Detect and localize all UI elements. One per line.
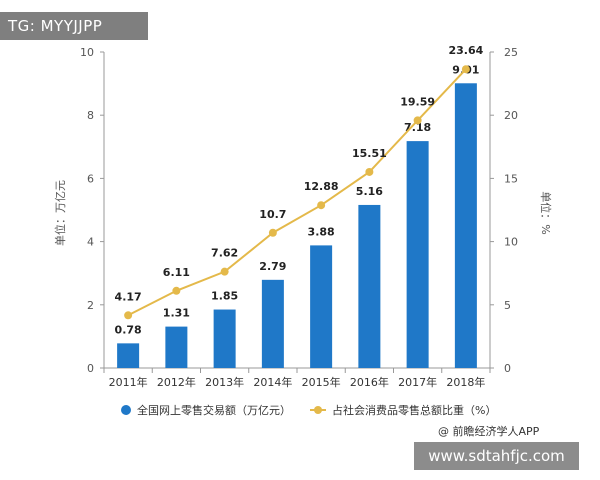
x-tick-label: 2017年 — [398, 375, 437, 389]
left-tick-label: 8 — [87, 109, 94, 122]
bar — [310, 245, 333, 368]
line-point — [317, 201, 326, 210]
line-value-label: 19.59 — [400, 95, 435, 108]
bar — [213, 309, 236, 368]
right-tick-label: 25 — [504, 46, 518, 59]
line-point — [124, 311, 133, 320]
left-tick-label: 6 — [87, 172, 94, 185]
right-y-axis-label: 单位：% — [539, 191, 553, 234]
line-value-label: 7.62 — [211, 247, 238, 260]
right-tick-label: 20 — [504, 109, 518, 122]
line-point — [172, 286, 181, 295]
bar — [261, 279, 284, 368]
left-tick-label: 2 — [87, 299, 94, 312]
line-value-label: 6.11 — [163, 266, 190, 279]
left-tick-label: 0 — [87, 362, 94, 375]
line-point — [220, 267, 229, 276]
left-y-axis-label: 单位：万亿元 — [53, 180, 67, 246]
legend-line-label: 占社会消费品零售总额比重（%） — [332, 404, 497, 417]
line-value-label: 12.88 — [304, 180, 339, 193]
right-tick-label: 15 — [504, 172, 518, 185]
legend-line-dot-marker — [314, 406, 322, 414]
line-point — [268, 228, 277, 237]
line-value-label: 23.64 — [448, 44, 483, 57]
line-point — [413, 116, 422, 125]
x-tick-label: 2013年 — [205, 375, 244, 389]
watermark-url: www.sdtahfjc.com — [414, 442, 579, 470]
line-point — [365, 167, 374, 176]
bar-value-label: 3.88 — [308, 225, 335, 238]
bar-value-label: 2.79 — [259, 260, 286, 273]
x-tick-label: 2018年 — [446, 375, 485, 389]
left-tick-label: 4 — [87, 236, 94, 249]
line-value-label: 4.17 — [115, 290, 142, 303]
left-y-axis: 0 2 4 6 8 10 — [80, 46, 105, 375]
bar-value-label: 1.31 — [163, 307, 190, 320]
bar-series: 0.781.311.852.793.885.167.189.01 — [115, 63, 479, 368]
left-tick-label: 10 — [80, 46, 94, 59]
right-y-axis: 0 5 10 15 20 25 — [489, 46, 518, 375]
x-tick-label: 2016年 — [350, 375, 389, 389]
line-path — [127, 68, 467, 317]
legend-bar-marker — [121, 405, 131, 415]
bar-value-label: 5.16 — [356, 185, 383, 198]
x-axis: 2011年 2012年 2013年 2014年 2015年 2016年 2017年 2018年 — [103, 367, 491, 389]
x-tick-label: 2015年 — [302, 375, 341, 389]
source-credit: @ 前瞻经济学人APP — [438, 425, 540, 438]
bar — [165, 326, 188, 368]
line-point — [461, 65, 470, 74]
bar — [358, 204, 381, 368]
bar-value-label: 1.85 — [211, 290, 238, 303]
line-value-label: 15.51 — [352, 147, 387, 160]
legend-bar-label: 全国网上零售交易额（万亿元） — [137, 404, 291, 417]
line-series: 4.17 6.11 7.62 10.7 12.88 15.51 19.59 23.64 — [115, 44, 484, 320]
bar — [117, 343, 140, 368]
right-tick-label: 5 — [504, 299, 511, 312]
line-value-label: 10.7 — [259, 208, 286, 221]
bar-value-label: 0.78 — [115, 323, 142, 336]
watermark-tag: TG: MYYJJPP — [0, 12, 148, 40]
x-tick-label: 2012年 — [157, 375, 196, 389]
x-tick-label: 2011年 — [109, 375, 148, 389]
bar — [406, 141, 429, 368]
right-tick-label: 0 — [504, 362, 511, 375]
x-tick-label: 2014年 — [253, 375, 292, 389]
bar — [454, 83, 477, 368]
right-tick-label: 10 — [504, 236, 518, 249]
bar-value-label: 7.18 — [404, 121, 431, 134]
